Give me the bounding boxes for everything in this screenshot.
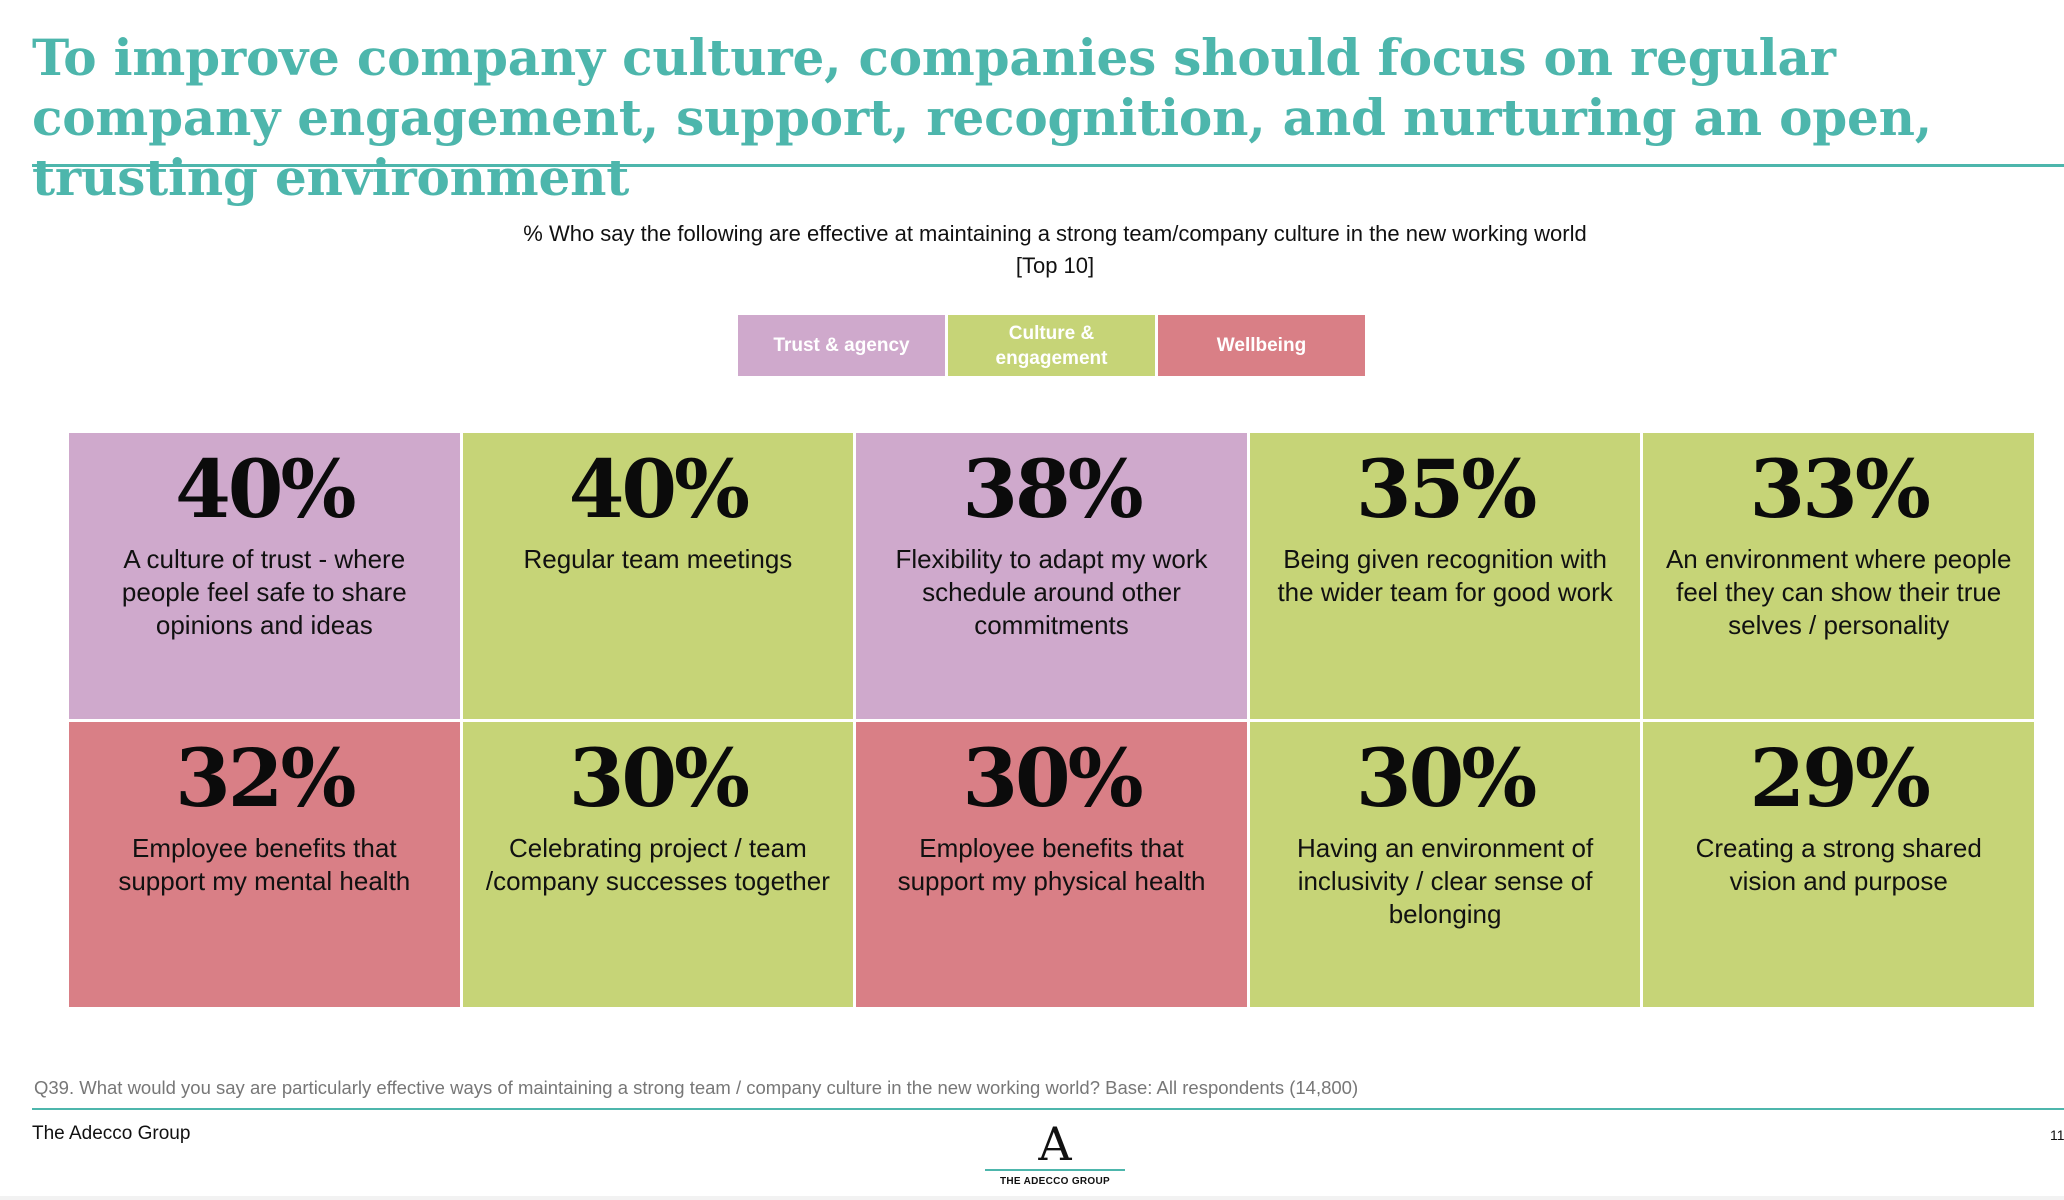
chart-subtitle: % Who say the following are effective at… (0, 218, 2064, 282)
result-percentage: 32% (175, 730, 356, 825)
result-percentage: 38% (962, 442, 1143, 536)
result-cell: 30% Celebrating project / team /company … (462, 721, 854, 1007)
result-cell: 35% Being given recognition with the wid… (1249, 433, 1641, 719)
legend-item-culture: Culture & engagement (948, 315, 1155, 376)
legend-item-trust: Trust & agency (738, 315, 945, 376)
result-label: Celebrating project / team /company succ… (485, 832, 830, 896)
legend-item-wellbeing: Wellbeing (1158, 315, 1365, 376)
bottom-band (0, 1196, 2064, 1200)
result-cell: 40% Regular team meetings (462, 433, 854, 719)
result-cell: 40% A culture of trust - where people fe… (69, 433, 460, 719)
result-percentage: 40% (568, 442, 750, 536)
result-label: Having an environment of inclusivity / c… (1296, 832, 1594, 929)
result-percentage: 35% (1355, 442, 1537, 536)
result-cell: 33% An environment where people feel the… (1643, 433, 2034, 719)
company-name: The Adecco Group (32, 1123, 191, 1144)
result-label: Creating a strong shared vision and purp… (1695, 832, 1982, 896)
result-label: Employee benefits that support my physic… (897, 832, 1206, 896)
result-percentage: 29% (1749, 730, 1931, 825)
footer-divider (32, 1108, 2064, 1110)
result-cell: 38% Flexibility to adapt my work schedul… (856, 433, 1247, 719)
adecco-logo: A THE ADECCO GROUP (985, 1120, 1125, 1192)
logo-divider (985, 1169, 1125, 1171)
logo-text: THE ADECCO GROUP (1000, 1176, 1110, 1187)
result-label: Being given recognition with the wider t… (1277, 544, 1613, 607)
footnote: Q39. What would you say are particularly… (34, 1077, 1359, 1098)
result-percentage: 40% (175, 442, 356, 536)
result-cell: 29% Creating a strong shared vision and … (1643, 721, 2034, 1007)
page-number: 11 (2050, 1127, 2064, 1143)
results-grid: 40% A culture of trust - where people fe… (69, 433, 2034, 1007)
page-title: To improve company culture, companies sh… (32, 28, 1932, 207)
result-label: Employee benefits that support my mental… (118, 832, 411, 896)
legend: Trust & agency Culture & engagement Well… (738, 315, 1365, 376)
result-cell: 30% Having an environment of inclusivity… (1249, 721, 1641, 1007)
result-percentage: 30% (1355, 730, 1537, 825)
subtitle-line-1: % Who say the following are effective at… (523, 221, 1587, 246)
result-percentage: 33% (1749, 442, 1931, 536)
result-percentage: 30% (962, 730, 1143, 825)
result-label: Flexibility to adapt my work schedule ar… (895, 544, 1208, 640)
result-cell: 30% Employee benefits that support my ph… (856, 721, 1247, 1007)
result-percentage: 30% (568, 730, 750, 825)
title-divider (32, 164, 2064, 167)
result-label: Regular team meetings (523, 544, 793, 574)
subtitle-line-2: [Top 10] (1015, 253, 1095, 278)
logo-letter: A (1038, 1117, 1072, 1171)
result-cell: 32% Employee benefits that support my me… (69, 721, 460, 1007)
result-label: A culture of trust - where people feel s… (121, 544, 407, 640)
result-label: An environment where people feel they ca… (1665, 544, 2012, 640)
